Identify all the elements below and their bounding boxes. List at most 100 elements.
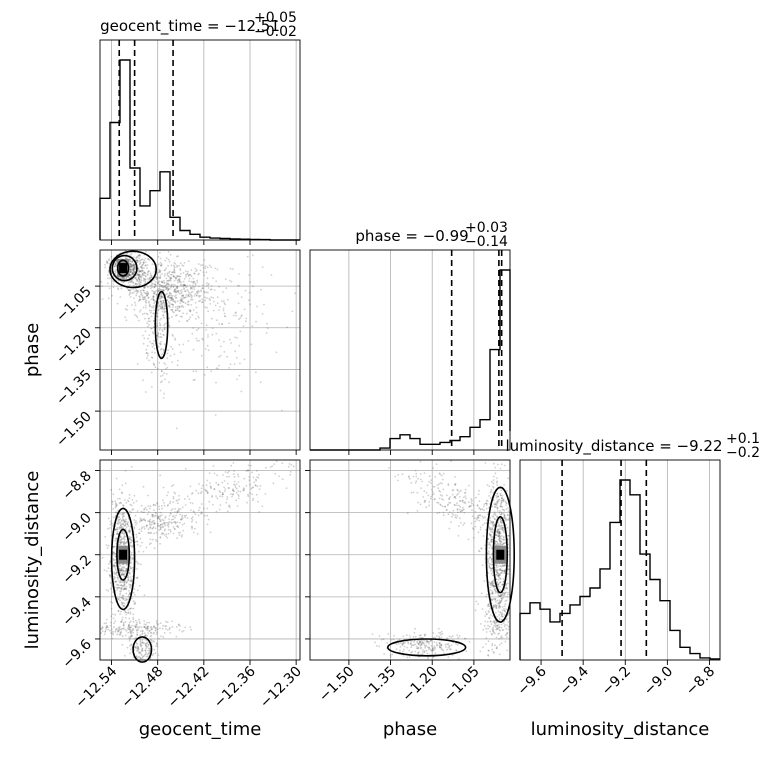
panel-phase-vs-geocent-time-sample-point: [235, 311, 238, 314]
panel-luminosity-distance-vs-geocent-time-sample-point: [148, 520, 151, 522]
panel-luminosity-distance-vs-geocent-time-sample-point: [116, 576, 119, 579]
panel-phase-vs-geocent-time-sample-point: [157, 263, 160, 266]
panel-luminosity-distance-vs-geocent-time-sample-point: [233, 475, 236, 478]
panel-luminosity-distance-vs-phase-sample-point: [506, 649, 509, 652]
panel-luminosity-distance-vs-geocent-time-sample-point: [139, 643, 142, 646]
panel-luminosity-distance-vs-geocent-time-sample-point: [152, 640, 154, 642]
panel-luminosity-distance-vs-phase-sample-point: [432, 485, 435, 488]
panel-luminosity-distance-vs-phase-sample-point: [391, 653, 393, 656]
panel-phase-vs-geocent-time-sample-point: [172, 335, 175, 337]
panel-phase-vs-geocent-time-sample-point: [216, 302, 219, 304]
panel-phase-vs-geocent-time-sample-point: [136, 274, 138, 277]
panel-phase-vs-geocent-time-sample-point: [159, 283, 161, 286]
panel-luminosity-distance-vs-geocent-time-sample-point: [118, 515, 121, 518]
panel-luminosity-distance-vs-geocent-time-sample-point: [120, 574, 123, 577]
panel-phase-vs-geocent-time-sample-point: [145, 307, 147, 309]
panel-luminosity-distance-vs-geocent-time-sample-point: [153, 547, 156, 550]
panel-luminosity-distance-vs-phase-sample-point: [464, 495, 467, 497]
panel-phase-vs-geocent-time-sample-point: [146, 357, 148, 360]
panel-luminosity-distance-vs-geocent-time-sample-point: [265, 466, 267, 469]
panel-luminosity-distance-vs-geocent-time-sample-point: [109, 520, 112, 523]
panel-luminosity-distance-vs-phase-sample-point: [490, 541, 492, 543]
panel-luminosity-distance-vs-geocent-time-sample-point: [136, 543, 139, 546]
panel-luminosity-distance-vs-geocent-time-sample-point: [120, 526, 123, 529]
panel-luminosity-distance-vs-geocent-time-sample-point: [143, 620, 146, 622]
panel-luminosity-distance-vs-phase-sample-point: [502, 531, 505, 533]
panel-phase-vs-geocent-time-sample-point: [110, 255, 113, 258]
panel-luminosity-distance-vs-geocent-time-sample-point: [122, 538, 124, 540]
panel-phase-vs-geocent-time-sample-point: [162, 334, 165, 336]
panel-luminosity-distance-vs-geocent-time-sample-point: [114, 558, 117, 561]
panel-luminosity-distance-vs-geocent-time-sample-point: [153, 648, 156, 651]
panel-luminosity-distance-vs-geocent-time-sample-point: [130, 536, 132, 539]
panel-phase-vs-geocent-time-sample-point: [184, 290, 186, 293]
panel-luminosity-distance-vs-phase-sample-point: [459, 517, 461, 520]
panel-luminosity-distance-vs-phase-sample-point: [490, 589, 492, 592]
panel-luminosity-distance-vs-geocent-time-sample-point: [112, 507, 114, 510]
panel-phase-vs-geocent-time-sample-point: [170, 345, 173, 348]
panel-phase-vs-geocent-time-sample-point: [235, 356, 238, 359]
panel-luminosity-distance-vs-phase-sample-point: [400, 642, 402, 644]
panel-phase-vs-geocent-time-sample-point: [180, 281, 182, 284]
panel-luminosity-distance-vs-geocent-time-sample-point: [121, 532, 123, 535]
panel-phase-vs-geocent-time-sample-point: [183, 284, 186, 287]
panel-phase-vs-geocent-time-sample-point: [137, 278, 140, 280]
panel-phase-vs-geocent-time-sample-point: [161, 305, 164, 308]
panel-phase-vs-geocent-time-sample-point: [170, 264, 173, 267]
panel-phase-vs-geocent-time-sample-point: [166, 289, 169, 292]
panel-phase-vs-geocent-time-sample-point: [198, 300, 200, 303]
panel-luminosity-distance-vs-phase-sample-point: [494, 590, 497, 592]
panel-phase-vs-geocent-time-sample-point: [128, 268, 131, 271]
panel-phase-vs-geocent-time-sample-point: [137, 274, 140, 276]
panel-phase-vs-geocent-time-sample-point: [161, 295, 164, 298]
panel-phase-vs-geocent-time-sample-point: [170, 298, 173, 300]
panel-phase-vs-geocent-time-sample-point: [213, 289, 216, 291]
panel-luminosity-distance-vs-phase-sample-point: [479, 526, 482, 529]
panel-luminosity-distance-vs-geocent-time-sample-point: [163, 534, 166, 536]
panel-phase-vs-geocent-time-sample-point: [187, 295, 190, 298]
panel-luminosity-distance-vs-geocent-time-sample-point: [130, 504, 133, 507]
panel-phase-vs-geocent-time-sample-point: [140, 270, 143, 273]
panel-luminosity-distance-vs-geocent-time-sample-point: [273, 463, 276, 465]
panel-phase-vs-geocent-time-sample-point: [194, 267, 197, 270]
panel-phase-vs-geocent-time-sample-point: [161, 273, 163, 275]
panel-phase-vs-geocent-time-sample-point: [240, 314, 243, 316]
panel-phase-vs-geocent-time-sample-point: [156, 312, 159, 315]
panel-phase-vs-geocent-time-sample-point: [256, 305, 258, 308]
panel-luminosity-distance-vs-geocent-time-sample-point: [119, 592, 122, 594]
panel-luminosity-distance-vs-geocent-time-sample-point: [130, 511, 133, 514]
panel-luminosity-distance-vs-geocent-time-sample-point: [189, 626, 192, 628]
panel-luminosity-distance-vs-geocent-time-sample-point: [158, 518, 161, 520]
panel-luminosity-distance-vs-geocent-time-sample-point: [122, 504, 124, 506]
panel-luminosity-distance-vs-phase-sample-point: [500, 521, 502, 524]
panel-luminosity-distance-vs-geocent-time-sample-point: [119, 593, 121, 596]
panel-luminosity-distance-vs-geocent-time-sample-point: [158, 505, 161, 508]
panel-luminosity-distance-vs-phase-sample-point: [496, 510, 499, 512]
panel-luminosity-distance-vs-geocent-time-sample-point: [181, 514, 184, 517]
panel-luminosity-distance-vs-geocent-time-sample-point: [176, 499, 179, 502]
panel-phase-vs-geocent-time-sample-point: [125, 257, 128, 260]
panel-luminosity-distance-vs-phase-sample-point: [496, 542, 499, 545]
panel-phase-vs-geocent-time-sample-point: [161, 306, 164, 309]
panel-luminosity-distance-vs-phase-sample-point: [407, 642, 410, 645]
panel-phase-vs-geocent-time-sample-point: [229, 279, 231, 282]
panel-phase-vs-geocent-time-sample-point: [131, 263, 134, 266]
panel-phase-vs-geocent-time-sample-point: [132, 271, 135, 274]
panel-luminosity-distance-vs-geocent-time-sample-point: [120, 541, 122, 544]
panel-phase-vs-geocent-time-sample-point: [176, 287, 179, 289]
panel-luminosity-distance-vs-geocent-time-sample-point: [224, 471, 227, 473]
panel-luminosity-distance-vs-geocent-time-sample-point: [125, 611, 127, 614]
panel-phase-vs-geocent-time-sample-point: [137, 273, 140, 276]
panel-phase-vs-geocent-time-sample-point: [205, 329, 208, 331]
panel-phase-vs-geocent-time-sample-point: [210, 370, 213, 373]
panel-phase-vs-geocent-time-sample-point: [130, 268, 133, 271]
panel-luminosity-distance-vs-geocent-time-sample-point: [137, 627, 140, 629]
panel-phase-vs-geocent-time-sample-point: [130, 267, 132, 270]
panel-luminosity-distance-vs-geocent-time-sample-point: [119, 596, 121, 599]
panel-luminosity-distance-vs-phase-sample-point: [408, 656, 411, 658]
panel-luminosity-distance-vs-geocent-time-sample-point: [117, 598, 119, 601]
panel-luminosity-distance-vs-geocent-time-sample-point: [174, 522, 177, 525]
panel-luminosity-distance-vs-phase-sample-point: [451, 515, 453, 518]
panel-luminosity-distance-vs-geocent-time-sample-point: [186, 517, 189, 519]
panel-phase-vs-geocent-time-sample-point: [145, 312, 148, 315]
